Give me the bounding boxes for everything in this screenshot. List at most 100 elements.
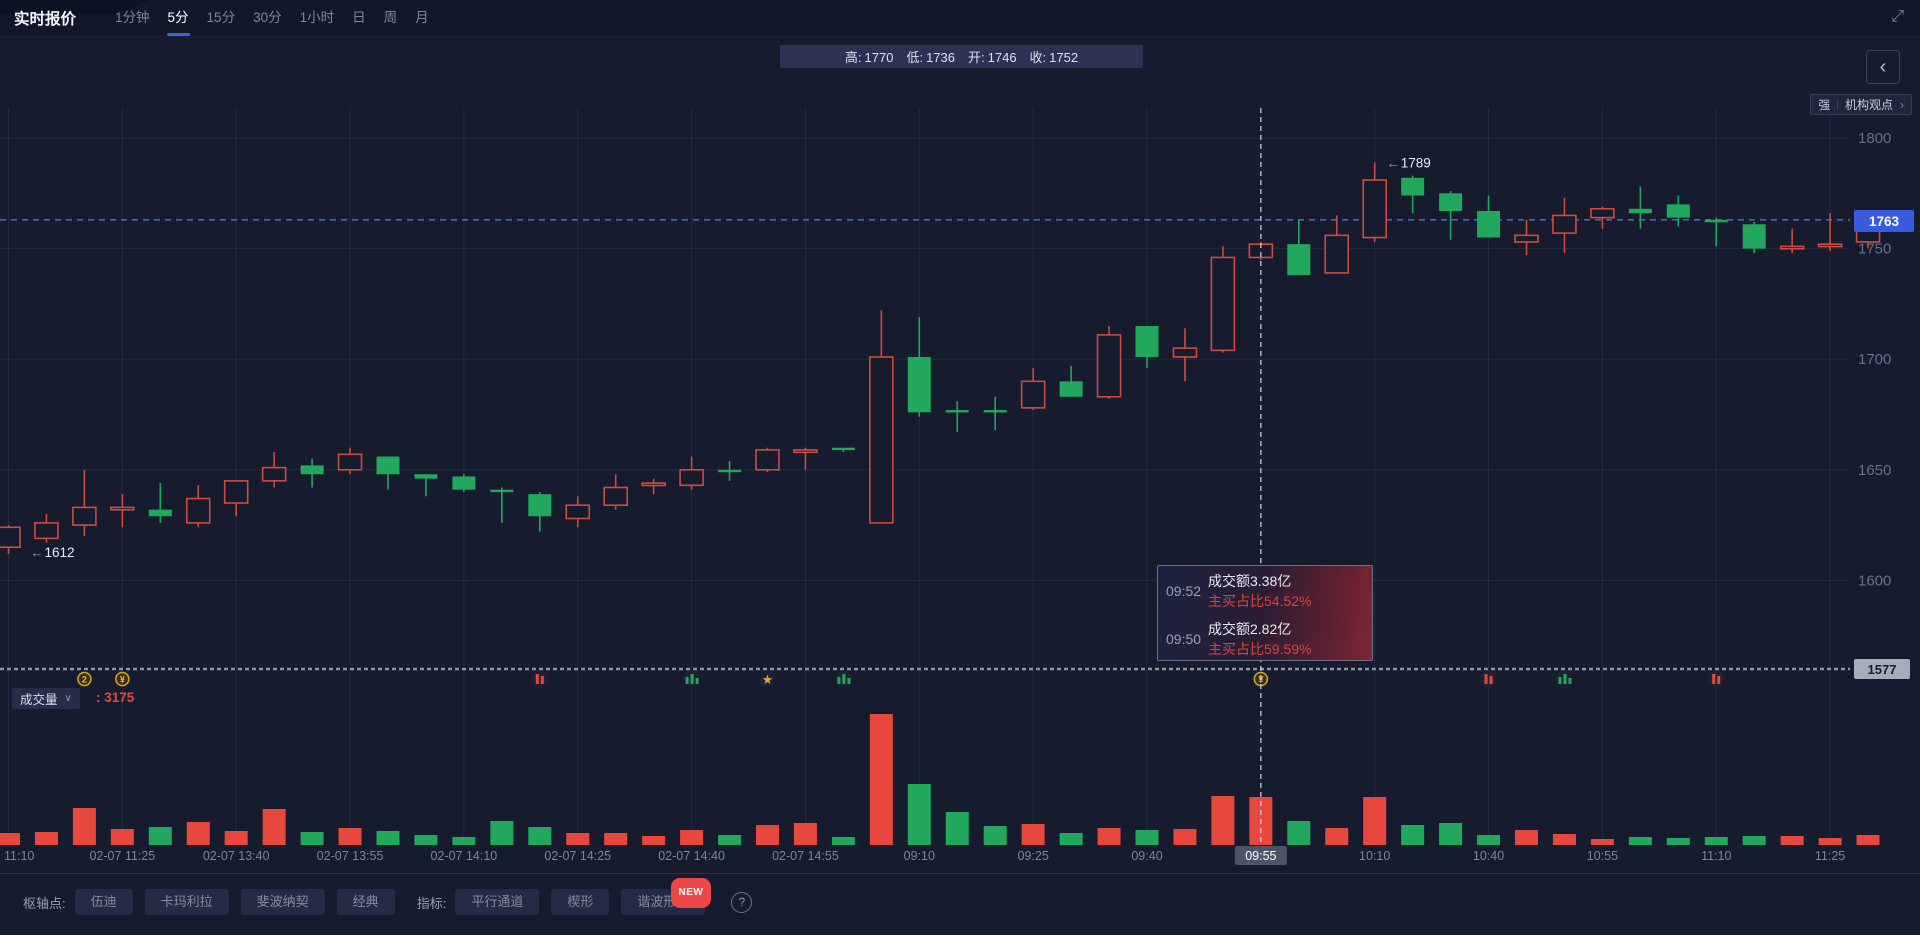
red-bars-icon[interactable]	[1717, 676, 1721, 684]
candle-body-up[interactable]	[1362, 179, 1387, 239]
red-bars-icon[interactable]	[1484, 674, 1488, 684]
candle-body-up[interactable]	[72, 506, 97, 526]
tab-日[interactable]: 日	[352, 10, 366, 25]
candle-body-down[interactable]	[1439, 193, 1463, 211]
green-bars-icon[interactable]	[690, 674, 694, 684]
candle-body-down[interactable]	[1704, 219, 1728, 223]
red-bars-icon[interactable]	[1712, 674, 1716, 684]
institution-view-label[interactable]: 机构观点	[1844, 98, 1893, 112]
collapse-panel-button[interactable]: ‹	[1866, 50, 1900, 84]
ohlc-info-bar: 高: 1770 低: 1736 开: 1746 收: 1752	[780, 45, 1143, 68]
candle-body-up[interactable]	[1096, 334, 1122, 398]
help-icon[interactable]: ?	[731, 891, 753, 913]
candle-body-up[interactable]	[0, 526, 21, 549]
tab-30分[interactable]: 30分	[253, 10, 282, 25]
tab-月[interactable]: 月	[415, 10, 429, 25]
candle-body-down[interactable]	[1628, 208, 1652, 214]
green-bars-icon[interactable]	[1563, 674, 1567, 684]
candle-body-up[interactable]	[1020, 380, 1046, 409]
star-icon[interactable]: ★	[762, 672, 774, 687]
candle-body-up[interactable]	[679, 468, 704, 487]
institution-view-bar[interactable]: 强 机构观点 ›	[1810, 94, 1912, 115]
candle-body-down[interactable]	[1059, 381, 1083, 397]
candle-body-down[interactable]	[718, 469, 742, 473]
green-bars-icon[interactable]	[695, 678, 699, 684]
candle-body-up[interactable]	[1514, 234, 1539, 243]
candle-body-up[interactable]	[1172, 347, 1198, 358]
candle-body-down[interactable]	[414, 474, 438, 479]
candle-body-down[interactable]	[983, 410, 1007, 413]
tab-周[interactable]: 周	[383, 10, 398, 25]
candle-body-down[interactable]	[831, 447, 855, 451]
candle-body-up[interactable]	[185, 497, 211, 524]
candle-body-up[interactable]	[1817, 243, 1843, 248]
candle-body-down[interactable]	[1742, 224, 1766, 249]
candle-body-up[interactable]	[34, 522, 59, 540]
toolbar-button-伍迪[interactable]: 伍迪	[74, 889, 133, 915]
candle-body-up[interactable]	[869, 356, 894, 524]
candle-body-down[interactable]	[452, 476, 476, 490]
toolbar-button-谐波形态[interactable]: 谐波形态 NEW	[621, 878, 712, 915]
tooltip-buy-ratio: 主买占比54.52%	[1208, 593, 1312, 609]
candle-body-up[interactable]	[1552, 214, 1577, 234]
candle-body-up[interactable]	[1210, 256, 1236, 352]
candle-body-up[interactable]	[1779, 245, 1805, 250]
candle-body-down[interactable]	[1666, 204, 1690, 218]
candle-body-down[interactable]	[1477, 210, 1501, 238]
candle-body-up[interactable]	[755, 449, 780, 471]
candle-body-up[interactable]	[641, 482, 666, 487]
green-bars-icon[interactable]	[847, 678, 851, 684]
green-bars-icon[interactable]	[685, 677, 689, 684]
candle-body-up[interactable]	[1590, 207, 1615, 219]
expand-icon[interactable]: ⤢	[1891, 8, 1904, 25]
toolbar-button-卡玛利拉[interactable]: 卡玛利拉	[144, 889, 229, 915]
green-bars-icon[interactable]	[1558, 677, 1562, 684]
candle-body-down[interactable]	[907, 356, 931, 413]
candle-body-up[interactable]	[110, 506, 135, 511]
tab-5分[interactable]: 5分	[159, 0, 198, 36]
coin-icon[interactable]	[115, 671, 130, 687]
green-bars-icon[interactable]	[837, 677, 841, 684]
tooltip-time: 09:52	[1166, 583, 1202, 599]
candle-body-up[interactable]	[793, 449, 818, 454]
volume-bar	[1742, 836, 1766, 845]
time-axis-label: 10:10	[1359, 849, 1390, 863]
green-bars-icon[interactable]	[1568, 678, 1572, 684]
toolbar-button-经典[interactable]: 经典	[336, 889, 395, 915]
toolbar-button-平行通道[interactable]: 平行通道	[455, 889, 540, 915]
candle-body-down[interactable]	[1287, 244, 1311, 276]
candle-body-up[interactable]	[603, 486, 629, 506]
time-axis-label: 09:10	[904, 849, 935, 863]
candle-body-down[interactable]	[945, 410, 969, 413]
coin-icon[interactable]	[77, 671, 92, 687]
candle-body-down[interactable]	[376, 456, 400, 475]
candle-body-up[interactable]	[261, 466, 287, 482]
interval-tabs: 1分钟 5分 15分 30分 1小时 日 周 月	[106, 0, 438, 36]
volume-indicator-selector[interactable]: 成交量 ∨	[12, 688, 80, 709]
candle-body-up[interactable]	[223, 480, 249, 504]
candle-body-up[interactable]	[565, 504, 591, 520]
red-bars-icon[interactable]	[540, 676, 544, 684]
candle-body-up[interactable]	[1324, 234, 1350, 274]
candle-body-down[interactable]	[528, 494, 552, 517]
floor-price-badge	[1854, 659, 1910, 679]
red-bars-icon[interactable]	[1489, 676, 1493, 684]
red-bars-icon[interactable]	[535, 674, 539, 684]
candle-body-up[interactable]	[337, 453, 363, 471]
low-arrow: ←	[31, 545, 44, 560]
candle-body-down[interactable]	[490, 489, 514, 493]
candle-body-down[interactable]	[300, 465, 324, 475]
toolbar-button-斐波纳契[interactable]: 斐波纳契	[240, 889, 325, 915]
volume-bar	[1704, 837, 1728, 845]
current-price-badge	[1854, 210, 1914, 232]
toolbar-button-楔形[interactable]: 楔形	[551, 889, 610, 915]
candle-body-down[interactable]	[148, 509, 172, 517]
candle-body-down[interactable]	[1401, 177, 1425, 196]
tab-1分钟[interactable]: 1分钟	[115, 10, 150, 25]
green-bars-icon[interactable]	[842, 674, 846, 684]
candle-body-down[interactable]	[1135, 326, 1159, 357]
tab-15分[interactable]: 15分	[206, 10, 236, 25]
crosshair-time-badge	[1234, 846, 1287, 865]
tab-1小时[interactable]: 1小时	[299, 10, 335, 25]
